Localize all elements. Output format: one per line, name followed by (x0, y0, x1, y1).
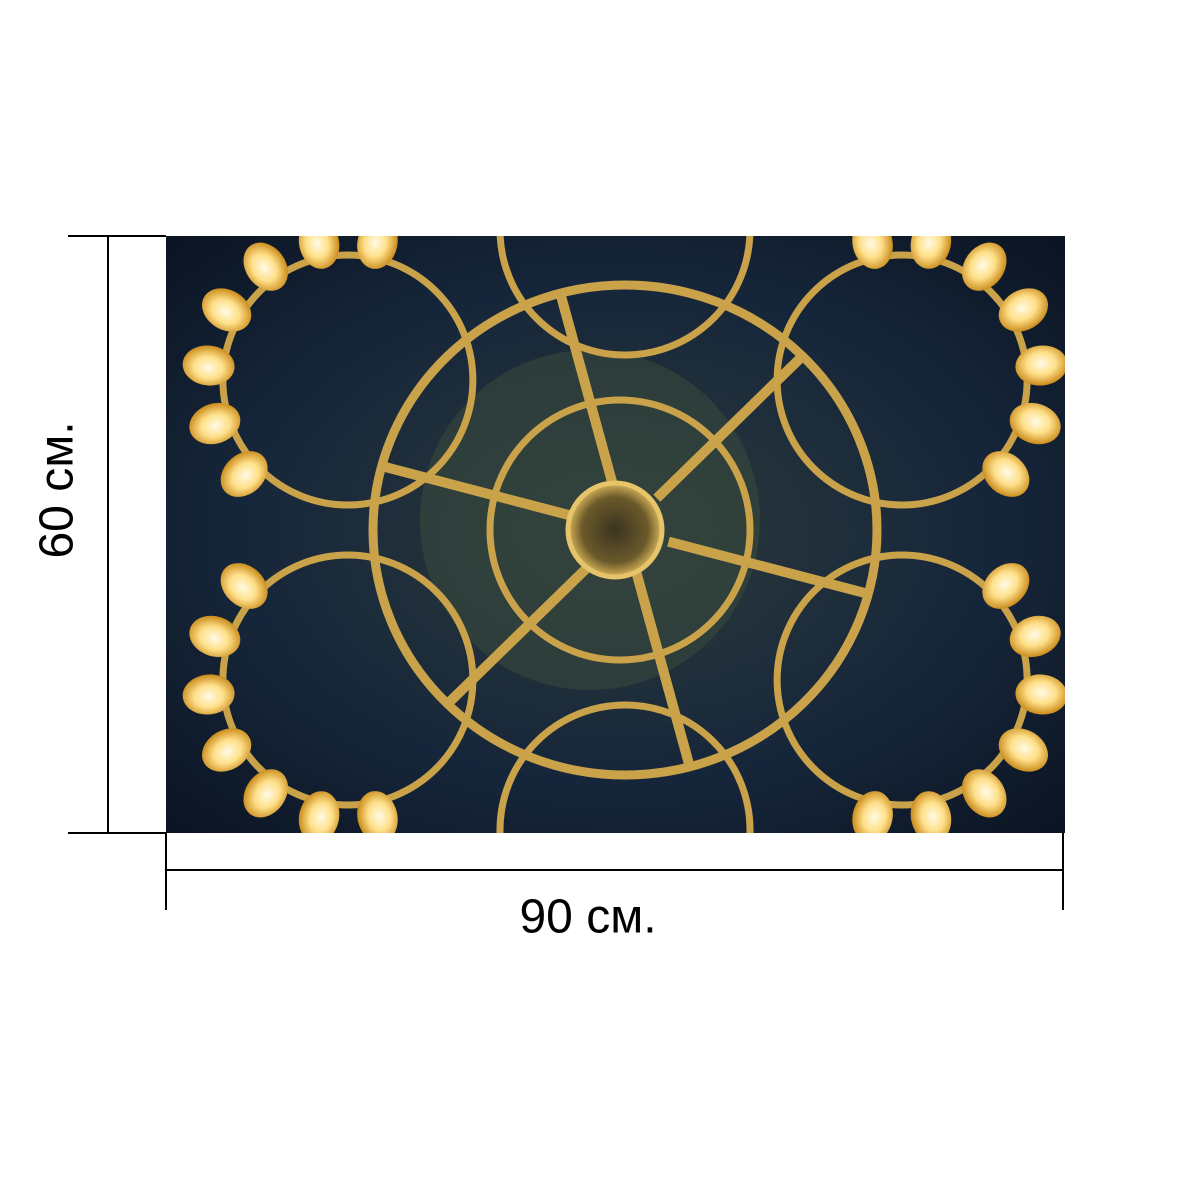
bulb (1015, 674, 1065, 715)
bulb (182, 345, 235, 386)
bulb (962, 242, 1007, 291)
bulb (653, 926, 711, 990)
bulb (1015, 345, 1065, 386)
chandelier (182, 64, 1065, 996)
bulb (298, 791, 340, 833)
bulb (461, 160, 523, 214)
bulb (605, 64, 645, 116)
bulb (910, 236, 952, 269)
bulb (201, 288, 252, 332)
spoke (555, 292, 619, 488)
bulb (461, 846, 523, 900)
bulb (539, 70, 597, 134)
spoke (631, 572, 695, 768)
bulb (488, 104, 553, 168)
bulb (998, 288, 1049, 332)
bulb (357, 236, 398, 269)
inner-ring (486, 396, 754, 664)
spoke (382, 461, 583, 524)
bulb (982, 563, 1030, 609)
outer-ring (368, 280, 882, 780)
bulb (697, 104, 762, 168)
bulb (182, 674, 235, 715)
bulb (910, 791, 952, 833)
bulb (962, 769, 1007, 818)
spoke (667, 536, 868, 599)
lobe-ring (496, 236, 754, 359)
bulb (653, 70, 711, 134)
bulb (1009, 615, 1061, 658)
bulb (982, 451, 1030, 497)
height-label: 60 см. (31, 421, 84, 558)
bulb (243, 769, 288, 818)
bulb (697, 891, 762, 955)
bulb (852, 236, 893, 269)
bulb (243, 242, 288, 291)
photo (166, 64, 1065, 996)
lobe-ring (496, 701, 754, 833)
bulb (1009, 402, 1061, 445)
bulb (201, 728, 252, 772)
bulb (357, 791, 398, 833)
bulb (605, 944, 645, 996)
spoke (444, 558, 597, 707)
bulb (852, 791, 893, 833)
bulb (220, 451, 268, 497)
bulb (998, 728, 1049, 772)
bulb (727, 160, 789, 214)
spoke (653, 353, 806, 502)
bulb (727, 846, 789, 900)
bulb (220, 563, 268, 609)
bulb (298, 236, 340, 269)
width-label: 90 см. (519, 891, 656, 944)
bulb (189, 615, 241, 658)
hub (565, 480, 665, 580)
bulb (189, 402, 241, 445)
